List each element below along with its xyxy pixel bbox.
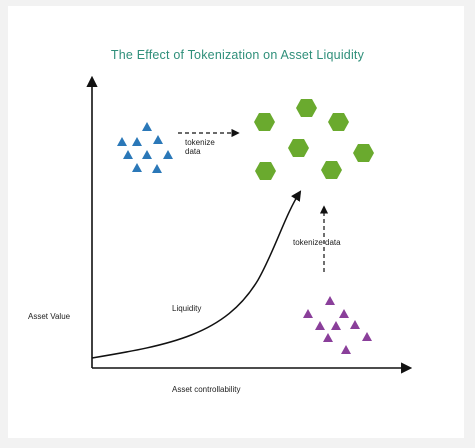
- x-axis-label: Asset controllability: [172, 385, 241, 394]
- liquidity-curve: [91, 190, 302, 359]
- blue-triangle: [142, 122, 152, 131]
- tokenize-label-top: tokenize data: [185, 138, 215, 156]
- blue-triangle: [117, 137, 127, 146]
- purple-triangle: [339, 309, 349, 318]
- tokenize-label-top-line2: data: [185, 147, 201, 156]
- y-axis-label: Asset Value: [28, 312, 71, 321]
- purple-triangle: [331, 321, 341, 330]
- purple-triangle: [315, 321, 325, 330]
- diagram-title: The Effect of Tokenization on Asset Liqu…: [110, 48, 365, 62]
- purple-triangle: [362, 332, 372, 341]
- tokenize-label-top-line1: tokenize: [185, 138, 215, 147]
- green-hexagon: [254, 113, 275, 131]
- blue-triangle: [132, 163, 142, 172]
- purple-triangle: [323, 333, 333, 342]
- blue-triangle: [142, 150, 152, 159]
- green-hexagon: [296, 99, 317, 117]
- purple-triangle: [341, 345, 351, 354]
- blue-triangle: [132, 137, 142, 146]
- blue-triangle: [152, 164, 162, 173]
- green-hexagon: [288, 139, 309, 157]
- tokenize-label-right: tokenize data: [293, 238, 341, 247]
- purple-triangle: [325, 296, 335, 305]
- green-hexagon: [353, 144, 374, 162]
- blue-triangle: [123, 150, 133, 159]
- purple-triangle-cluster: [303, 296, 372, 354]
- purple-triangle: [350, 320, 360, 329]
- blue-triangle: [153, 135, 163, 144]
- liquidity-label: Liquidity: [172, 304, 202, 313]
- green-hexagon: [321, 161, 342, 179]
- green-hexagon-cluster: [254, 99, 374, 180]
- blue-triangle-cluster: [117, 122, 173, 173]
- purple-triangle: [303, 309, 313, 318]
- green-hexagon: [328, 113, 349, 131]
- green-hexagon: [255, 162, 276, 180]
- blue-triangle: [163, 150, 173, 159]
- diagram-card: [8, 6, 464, 438]
